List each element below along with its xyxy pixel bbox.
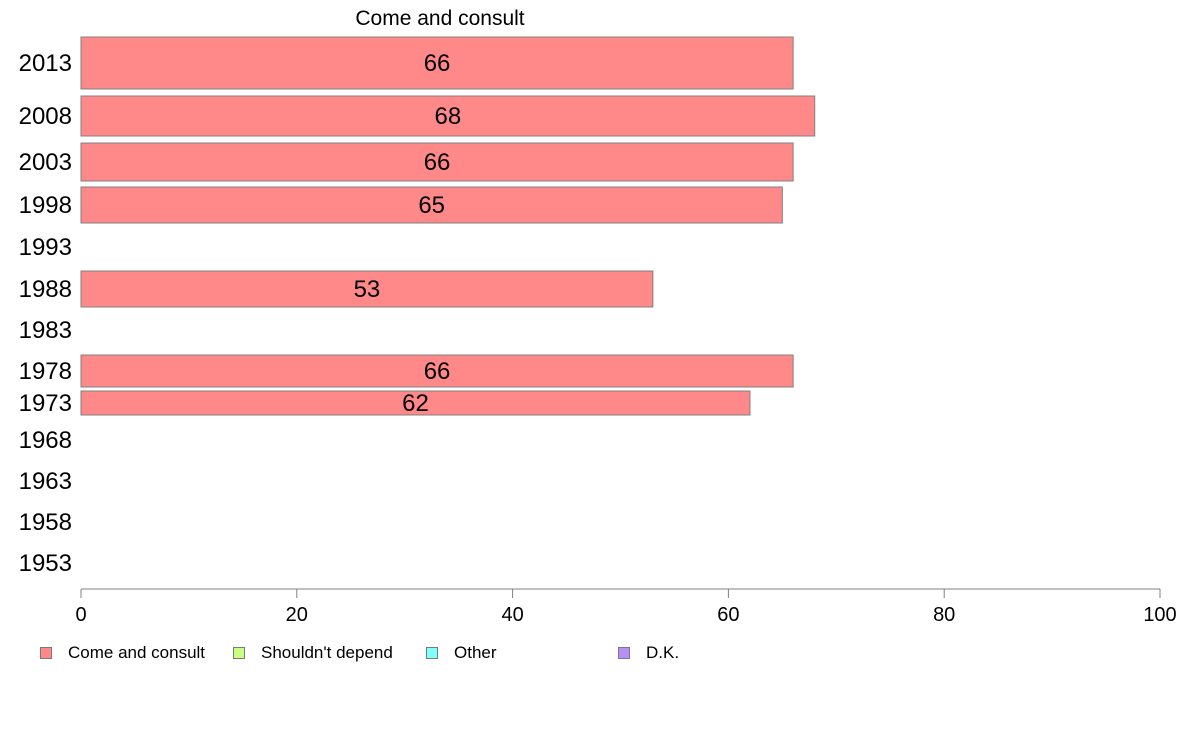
bar-value-label-1973: 62 <box>402 390 429 417</box>
legend-item-shouldnt-depend: Shouldn't depend <box>233 640 393 666</box>
legend-item-come-and-consult: Come and consult <box>40 640 205 666</box>
legend-swatch-shouldnt-depend <box>233 647 245 659</box>
x-tick-label-40: 40 <box>501 604 523 626</box>
chart-title: Come and consult <box>355 7 524 30</box>
x-axis: 0 20 40 60 80 100 <box>75 588 1177 626</box>
y-tick-label-1993: 1993 <box>19 234 72 261</box>
y-tick-label-1998: 1998 <box>19 192 72 219</box>
y-tick-label-2013: 2013 <box>19 50 72 77</box>
bar-1988 <box>80 270 654 308</box>
y-tick-label-1983: 1983 <box>19 317 72 344</box>
x-tick-label-60: 60 <box>717 604 739 626</box>
bar-value-label-1978: 66 <box>424 358 451 385</box>
bar-value-label-2013: 66 <box>424 50 451 77</box>
bar-value-label-2008: 68 <box>435 103 462 130</box>
bar-value-label-1988: 53 <box>354 276 381 303</box>
bar-2008 <box>80 95 816 137</box>
legend-swatch-come-and-consult <box>40 647 52 659</box>
x-tick-label-20: 20 <box>286 604 308 626</box>
x-tick-label-100: 100 <box>1143 604 1176 626</box>
y-tick-label-1958: 1958 <box>19 509 72 536</box>
bar-value-label-2003: 66 <box>424 149 451 176</box>
legend-label: Come and consult <box>68 643 206 662</box>
legend-item-dk: D.K. <box>618 640 679 666</box>
bar-2003 <box>80 142 794 182</box>
legend-label: Shouldn't depend <box>261 643 393 662</box>
x-tick-label-80: 80 <box>933 604 955 626</box>
y-tick-label-1988: 1988 <box>19 276 72 303</box>
bar-value-label-1998: 65 <box>418 192 445 219</box>
bars-layer: 66 68 66 65 53 66 62 <box>80 36 816 417</box>
y-tick-label-1953: 1953 <box>19 550 72 577</box>
legend-swatch-other <box>426 647 438 659</box>
bar-2013 <box>80 36 794 90</box>
y-axis-labels: 2013 2008 2003 1998 1993 1988 1983 1978 1973 1968… <box>19 50 72 577</box>
y-tick-label-1963: 1963 <box>19 468 72 495</box>
legend-swatch-dk <box>618 647 630 659</box>
y-tick-label-1978: 1978 <box>19 358 72 385</box>
bar-1978 <box>80 354 794 388</box>
y-tick-label-2008: 2008 <box>19 103 72 130</box>
bar-1998 <box>80 186 783 224</box>
legend-item-other: Other <box>426 640 497 666</box>
y-tick-label-1973: 1973 <box>19 390 72 417</box>
bar-chart: Come and consult 66 68 66 65 53 66 62 0 20 40 60 8… <box>19 7 1177 626</box>
legend: Come and consult Shouldn't depend Other … <box>0 640 1188 666</box>
bar-1973 <box>80 390 751 416</box>
legend-label: D.K. <box>646 643 680 662</box>
y-tick-label-2003: 2003 <box>19 149 72 176</box>
x-tick-label-0: 0 <box>75 604 86 626</box>
legend-label: Other <box>454 643 497 662</box>
y-tick-label-1968: 1968 <box>19 427 72 454</box>
